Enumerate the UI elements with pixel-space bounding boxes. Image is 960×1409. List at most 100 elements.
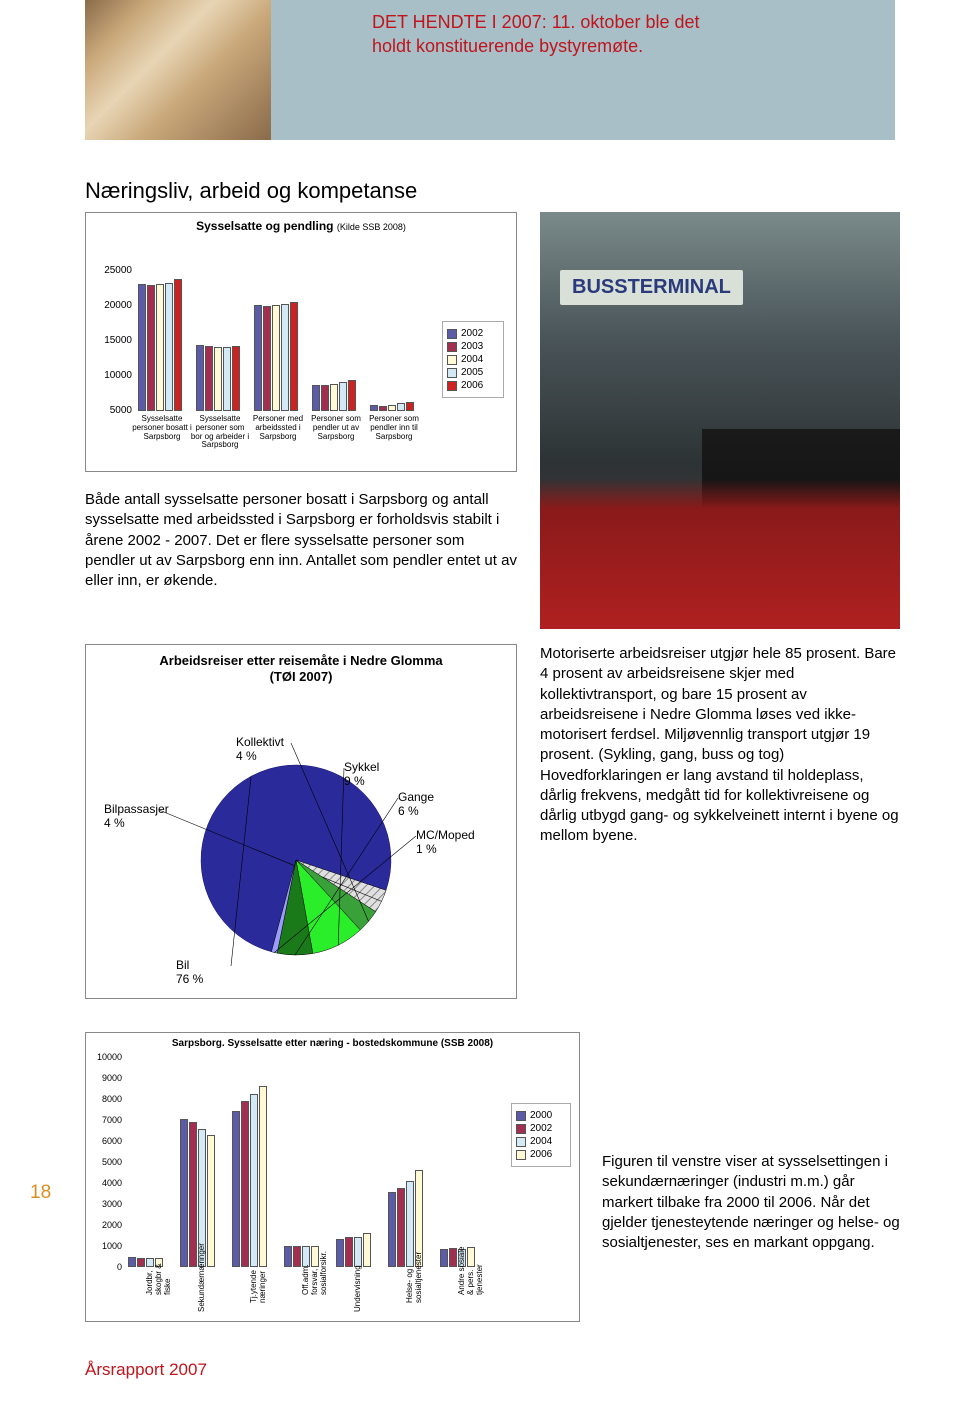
chart3-ytick: 10000	[86, 1052, 122, 1062]
chart3-bar	[293, 1246, 301, 1267]
chart1-bar	[263, 306, 271, 411]
legend-item: 2002	[447, 328, 499, 339]
chart2-title: Arbeidsreiser etter reisemåte i Nedre Gl…	[86, 653, 516, 684]
chart1-bar	[330, 384, 338, 411]
chart3-plot: Jordbr, skogbr & fiskeSekundærnæringerTj…	[128, 1057, 498, 1267]
page-number: 18	[30, 1182, 51, 1204]
chart1-bar	[196, 345, 204, 411]
chart3-title: Sarpsborg. Sysselsatte etter næring - bo…	[86, 1038, 579, 1049]
chart1-bar	[205, 346, 213, 411]
paragraph-1: Både antall sysselsatte personer bosatt …	[85, 490, 517, 591]
chart3-bar	[250, 1094, 258, 1267]
legend-swatch	[447, 355, 457, 365]
bus-terminal-photo: BUSSTERMINAL	[540, 212, 900, 629]
chart3-bar	[363, 1233, 371, 1267]
chart1-bar	[272, 305, 280, 411]
pie-label: Gange6 %	[398, 790, 434, 819]
chart1-ytick: 25000	[94, 265, 132, 276]
chart1-bar	[232, 346, 240, 411]
chart1-bar	[254, 305, 262, 411]
bus-red	[540, 479, 900, 629]
chart3-bar	[284, 1246, 292, 1267]
chart-sysselsatte-naering: Sarpsborg. Sysselsatte etter næring - bo…	[85, 1032, 580, 1322]
chart1-subtitle: (Kilde SSB 2008)	[337, 222, 406, 232]
legend-item: 2005	[447, 367, 499, 378]
chart3-ytick: 8000	[86, 1094, 122, 1104]
chart1-bar	[281, 304, 289, 411]
chart3-bar	[189, 1122, 197, 1267]
chart1-bar	[397, 403, 405, 411]
chart3-ytick: 1000	[86, 1241, 122, 1251]
chart1-bar	[223, 347, 231, 411]
chart1-bar	[339, 382, 347, 411]
chart1-title: Sysselsatte og pendling (Kilde SSB 2008)	[86, 219, 516, 233]
chart1-bar	[174, 279, 182, 411]
legend-item: 2006	[516, 1149, 566, 1160]
chart3-bar	[180, 1119, 188, 1267]
legend-swatch	[447, 381, 457, 391]
legend-swatch	[447, 342, 457, 352]
chart1-bar	[379, 406, 387, 411]
chart1-bar	[348, 380, 356, 412]
paragraph-2: Motoriserte arbeidsreiser utgjør hele 85…	[540, 644, 900, 847]
chart1-title-text: Sysselsatte og pendling	[196, 219, 333, 233]
meeting-photo	[85, 0, 275, 140]
chart2-area: Bil76 %Bilpassasjer4 %Kollektivt4 %Sykke…	[86, 690, 516, 990]
chart1-xlabel: Personer som pendler ut av Sarpsborg	[306, 415, 366, 441]
chart3-ytick: 0	[86, 1262, 122, 1272]
chart1-xlabel: Sysselsatte personer som bor og arbeider…	[190, 415, 250, 450]
chart1-ytick: 15000	[94, 335, 132, 346]
chart1-bar	[138, 284, 146, 411]
legend-label: 2002	[461, 328, 483, 339]
chart1-ytick: 5000	[94, 405, 132, 416]
chart3-xlabel: Undervisning	[354, 1262, 363, 1312]
legend-swatch	[516, 1150, 526, 1160]
chart3-ytick: 6000	[86, 1136, 122, 1146]
chart1-bar	[370, 405, 378, 411]
pie-label: Kollektivt4 %	[236, 735, 284, 764]
footer-text: Årsrapport 2007	[85, 1360, 207, 1380]
legend-label: 2006	[461, 380, 483, 391]
legend-item: 2003	[447, 341, 499, 352]
chart1-bar	[165, 283, 173, 411]
chart3-ytick: 9000	[86, 1073, 122, 1083]
chart3-bar	[232, 1111, 240, 1267]
section-title: Næringsliv, arbeid og kompetanse	[85, 178, 417, 204]
chart-sysselsatte-pendling: Sysselsatte og pendling (Kilde SSB 2008)…	[85, 212, 517, 472]
chart1-xlabel: Personer med arbeidssted i Sarpsborg	[248, 415, 308, 441]
pie-label: MC/Moped1 %	[416, 828, 475, 857]
chart1-legend: 2002 2003 2004 2005 2006	[442, 321, 504, 398]
chart3-ytick: 4000	[86, 1178, 122, 1188]
pie-label: Bil76 %	[176, 958, 203, 987]
chart1-plot: Sysselsatte personer bosatt i SarpsborgS…	[138, 271, 428, 411]
header-strip: DET HENDTE I 2007: 11. oktober ble det h…	[85, 0, 895, 140]
chart3-bar	[449, 1248, 457, 1267]
chart1-bar	[290, 302, 298, 411]
chart3-xlabel: Helse- og sosialtjenester	[406, 1253, 424, 1303]
chart3-ytick: 3000	[86, 1199, 122, 1209]
legend-item: 2000	[516, 1110, 566, 1121]
bus-terminal-sign: BUSSTERMINAL	[560, 270, 743, 305]
legend-item: 2006	[447, 380, 499, 391]
chart1-bar	[214, 347, 222, 411]
chart1-bar	[312, 385, 320, 411]
chart2-title-line1: Arbeidsreiser etter reisemåte i Nedre Gl…	[159, 653, 442, 668]
pie-label: Bilpassasjer4 %	[104, 802, 169, 831]
chart3-legend: 2000200220042006	[511, 1103, 571, 1167]
chart3-bar	[128, 1257, 136, 1268]
chart1-yaxis: 250002000015000100005000	[94, 271, 134, 411]
legend-swatch	[447, 329, 457, 339]
legend-label: 2004	[461, 354, 483, 365]
chart1-ytick: 10000	[94, 370, 132, 381]
legend-label: 2003	[461, 341, 483, 352]
chart2-title-line2: (TØI 2007)	[270, 669, 333, 684]
paragraph-3: Figuren til venstre viser at sysselsetti…	[602, 1152, 900, 1253]
header-text: DET HENDTE I 2007: 11. oktober ble det h…	[372, 10, 700, 59]
chart3-ytick: 5000	[86, 1157, 122, 1167]
chart3-xlabel: Off.adm. forsvar, sosialforsikr.	[302, 1245, 328, 1295]
chart1-ytick: 20000	[94, 300, 132, 311]
legend-swatch	[516, 1137, 526, 1147]
chart3-bar	[388, 1192, 396, 1267]
chart1-body: 250002000015000100005000 Sysselsatte per…	[94, 271, 510, 465]
legend-label: 2004	[530, 1136, 552, 1147]
